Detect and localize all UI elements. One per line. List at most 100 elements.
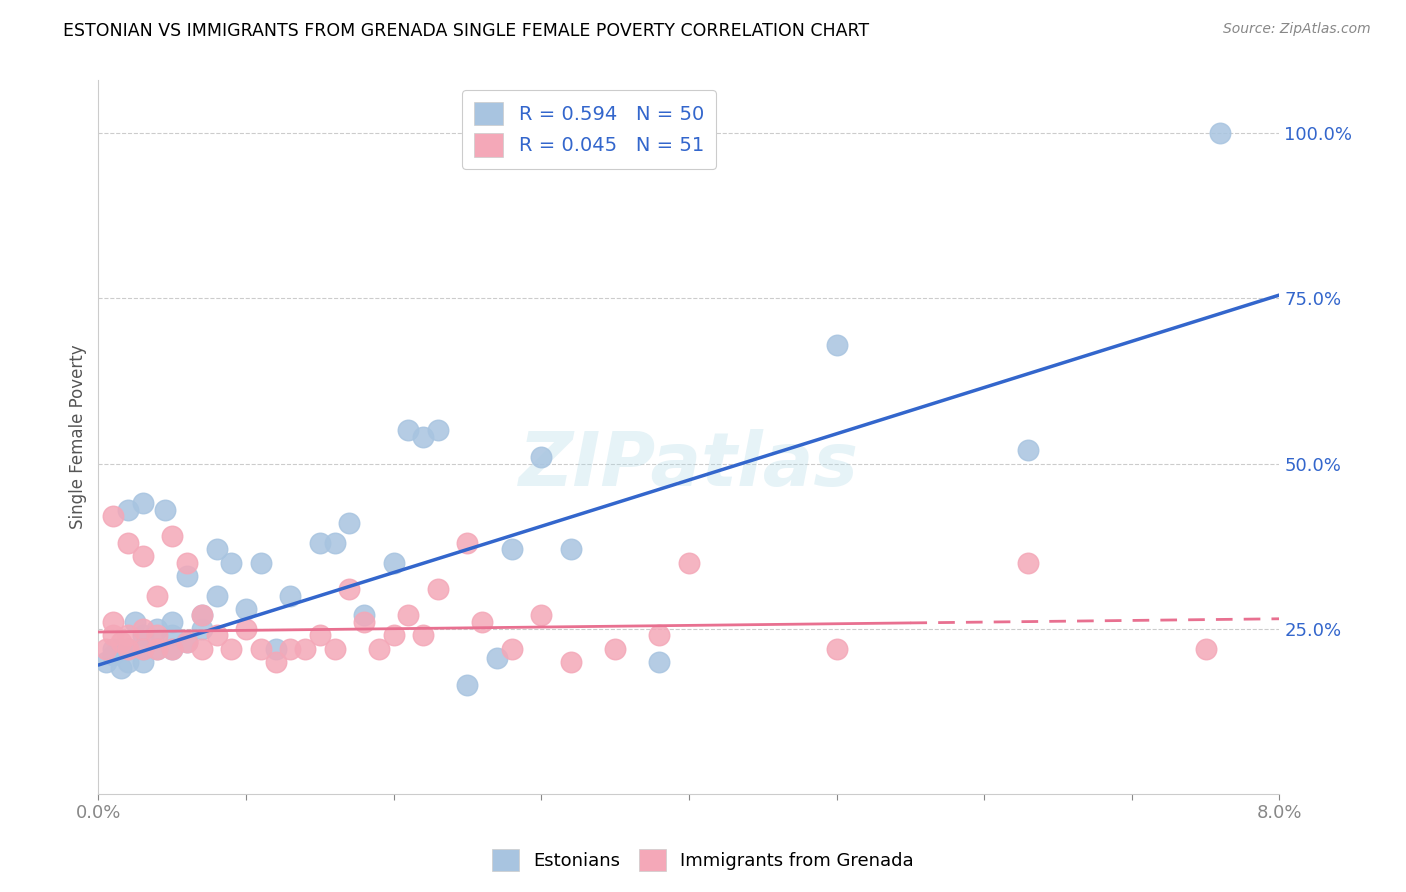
Point (94, 655, 117, 669)
Point (501, 542, 523, 557)
Point (191, 641, 214, 656)
Point (146, 628, 169, 642)
Point (219, 556, 242, 570)
Point (176, 556, 198, 570)
Point (146, 641, 169, 656)
Point (103, 628, 125, 642)
Point (146, 641, 169, 656)
Point (678, 556, 700, 570)
Point (162, 529, 183, 543)
Point (132, 641, 155, 656)
Point (250, 641, 273, 656)
Legend: R = 0.594   N = 50, R = 0.045   N = 51: R = 0.594 N = 50, R = 0.045 N = 51 (463, 90, 716, 169)
Point (367, 641, 389, 656)
Point (110, 661, 132, 675)
Point (162, 615, 183, 629)
Point (235, 602, 257, 616)
Point (426, 582, 449, 596)
Point (560, 542, 582, 557)
Point (530, 608, 553, 623)
Point (278, 589, 302, 603)
Point (278, 641, 302, 656)
Point (103, 648, 125, 662)
Point (94, 641, 117, 656)
Point (605, 641, 627, 656)
Point (124, 615, 146, 629)
Point (132, 549, 155, 563)
Point (205, 628, 228, 642)
Point (396, 608, 419, 623)
Point (530, 450, 553, 464)
Point (323, 536, 346, 550)
Point (103, 615, 125, 629)
Text: ESTONIAN VS IMMIGRANTS FROM GRENADA SINGLE FEMALE POVERTY CORRELATION CHART: ESTONIAN VS IMMIGRANTS FROM GRENADA SING… (63, 22, 869, 40)
Point (176, 635, 198, 649)
Point (117, 641, 139, 656)
Point (1194, 641, 1216, 656)
Point (117, 655, 139, 669)
Point (294, 641, 316, 656)
Point (132, 641, 155, 656)
Point (132, 496, 155, 510)
Point (117, 502, 139, 516)
Point (235, 622, 257, 636)
Point (162, 641, 183, 656)
Point (308, 628, 332, 642)
Point (117, 536, 139, 550)
Point (456, 536, 478, 550)
Point (825, 337, 848, 351)
Point (560, 655, 582, 669)
Point (146, 622, 169, 636)
Point (205, 542, 228, 557)
Point (191, 608, 214, 623)
Point (412, 628, 434, 642)
Text: ZIPatlas: ZIPatlas (519, 429, 859, 502)
Point (191, 608, 214, 623)
Point (323, 641, 346, 656)
Point (132, 622, 155, 636)
Point (825, 641, 848, 656)
Point (1209, 126, 1232, 140)
Point (132, 628, 155, 642)
Point (103, 509, 125, 524)
Point (117, 628, 139, 642)
Point (471, 615, 494, 629)
Point (264, 641, 287, 656)
Point (382, 628, 405, 642)
Point (110, 641, 132, 656)
Point (501, 641, 523, 656)
Point (176, 569, 198, 583)
Y-axis label: Single Female Poverty: Single Female Poverty (69, 345, 87, 529)
Point (110, 635, 132, 649)
Point (1017, 443, 1039, 458)
Point (337, 582, 360, 596)
Legend: Estonians, Immigrants from Grenada: Estonians, Immigrants from Grenada (485, 842, 921, 879)
Point (250, 556, 273, 570)
Point (308, 536, 332, 550)
Point (396, 424, 419, 438)
Point (337, 516, 360, 530)
Point (153, 502, 176, 516)
Point (146, 589, 169, 603)
Point (648, 655, 671, 669)
Point (162, 628, 183, 642)
Point (162, 641, 183, 656)
Point (176, 635, 198, 649)
Point (353, 608, 375, 623)
Point (117, 641, 139, 656)
Point (264, 655, 287, 669)
Point (456, 678, 478, 692)
Point (353, 615, 375, 629)
Point (1017, 556, 1039, 570)
Point (485, 651, 508, 665)
Text: Source: ZipAtlas.com: Source: ZipAtlas.com (1223, 22, 1371, 37)
Point (103, 641, 125, 656)
Point (205, 589, 228, 603)
Point (191, 622, 214, 636)
Point (648, 628, 671, 642)
Point (426, 424, 449, 438)
Point (219, 641, 242, 656)
Point (382, 556, 405, 570)
Point (132, 655, 155, 669)
Point (412, 430, 434, 444)
